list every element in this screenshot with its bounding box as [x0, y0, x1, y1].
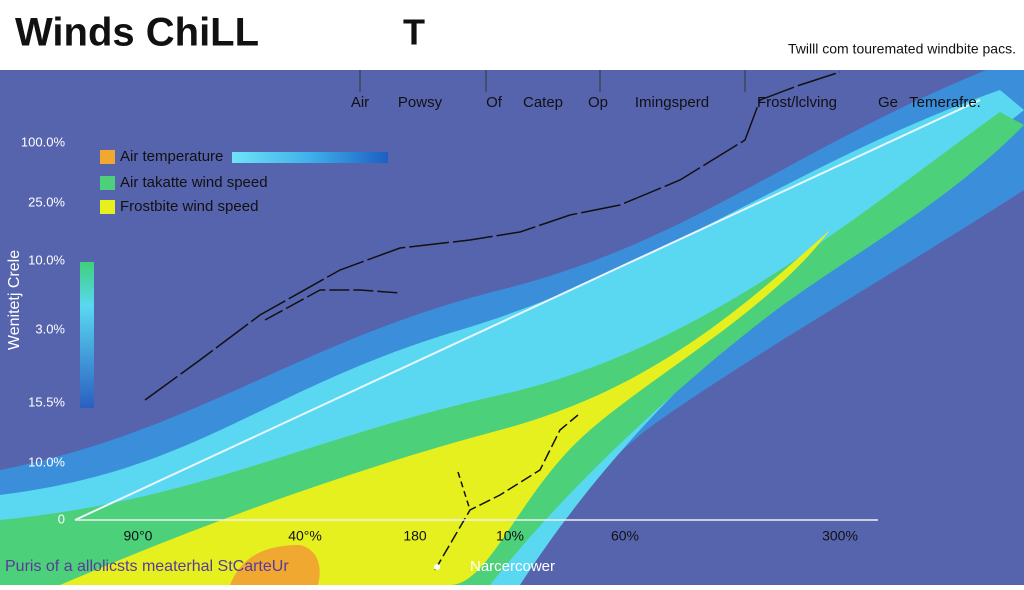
color-bar [80, 262, 94, 408]
top-label: Of [486, 94, 503, 111]
band [0, 112, 1024, 585]
y-tick-label: 10.0% [28, 252, 65, 267]
x-tick-label: 10% [496, 528, 524, 544]
legend-label: Air takatte wind speed [120, 174, 268, 191]
top-label: Imingsperd [635, 94, 709, 111]
top-label: Powsy [398, 94, 443, 111]
curve [457, 471, 471, 511]
blob [230, 545, 320, 585]
x-tick-label: 90°0 [124, 528, 153, 544]
top-label: Catep [523, 94, 563, 111]
y-tick-label: 100.0% [21, 134, 66, 149]
legend-label: Air temperature [120, 148, 223, 165]
top-label: Air [351, 94, 369, 111]
y-axis-title: Wenitetj Crele [6, 250, 23, 350]
legend-label: Frostbite wind speed [120, 198, 258, 215]
top-label: Op [588, 94, 608, 111]
legend-gradient [232, 152, 388, 163]
trend-line [74, 99, 981, 521]
x-tick-label: 60% [611, 528, 639, 544]
marker [434, 564, 440, 570]
footer-text: Narcercower [470, 558, 555, 575]
band [60, 230, 830, 585]
legend-swatch [100, 200, 115, 214]
x-tick-label: 180 [403, 528, 427, 544]
y-tick-label: 3.0% [35, 321, 65, 336]
band [0, 90, 1024, 585]
y-tick-label: 25.0% [28, 194, 65, 209]
title-mark: T [403, 12, 425, 53]
legend-swatch [100, 176, 115, 190]
top-label: Temerafre. [909, 94, 981, 111]
header [0, 0, 1024, 70]
curve [264, 289, 401, 321]
x-tick-label: 40°% [288, 528, 322, 544]
x-tick-label: 300% [822, 528, 858, 544]
top-label: Ge [878, 94, 898, 111]
title: Winds ChiLL [15, 11, 259, 55]
y-tick-label: 0 [58, 511, 65, 526]
subtitle: Twilll com touremated windbite pacs. [788, 41, 1016, 57]
legend-swatch [100, 150, 115, 164]
top-label: Frost/lclving [757, 94, 837, 111]
y-tick-label: 15.5% [28, 394, 65, 409]
y-tick-label: 10.0% [28, 454, 65, 469]
curve [144, 71, 841, 401]
footer-text: Puris of a allolicsts meaterhal StCarteU… [5, 558, 289, 575]
